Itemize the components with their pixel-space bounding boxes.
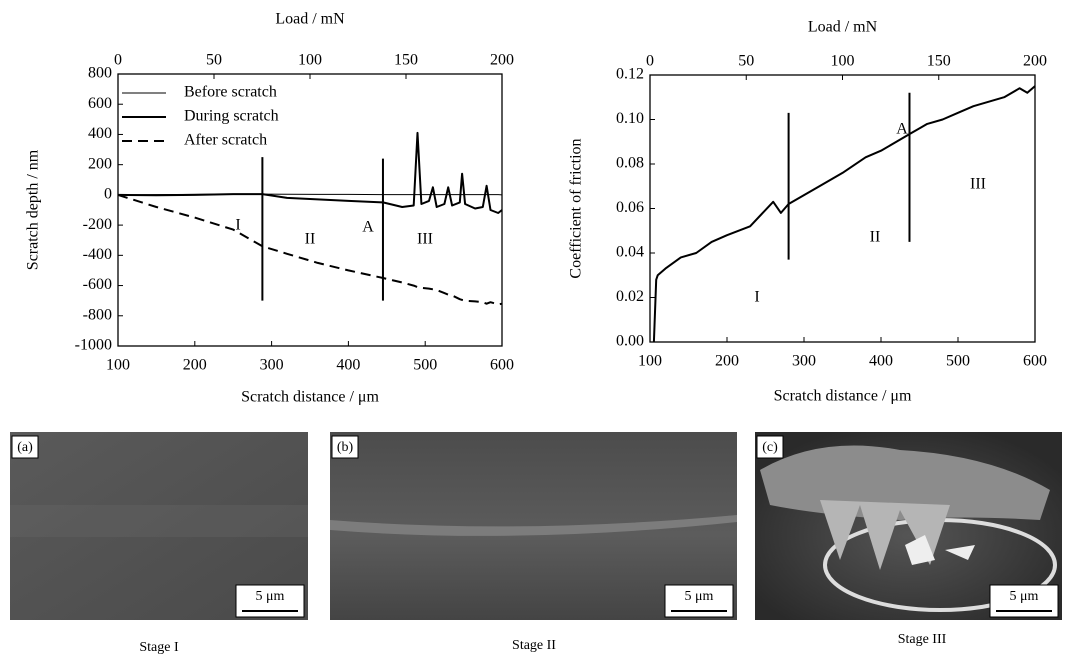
x-tick-label: 400 <box>336 357 360 374</box>
plot-frame <box>649 74 1036 343</box>
scale-label: 5 μm <box>685 589 714 604</box>
x2-tick-label: 50 <box>206 52 222 69</box>
data-line <box>117 193 503 306</box>
sem-panels <box>10 432 1062 620</box>
stage-annotation: II <box>305 231 316 248</box>
x2-tick-label: 100 <box>831 53 855 70</box>
y-tick-label: 0.12 <box>616 66 644 83</box>
y-tick-label: 0.10 <box>616 110 644 127</box>
panel-label-box <box>331 435 359 459</box>
panel-caption: Stage III <box>898 632 947 647</box>
y-tick-label: 400 <box>88 125 112 142</box>
stage-annotation: A <box>896 121 908 138</box>
legend-label: Before scratch <box>184 84 277 101</box>
scale-label: 5 μm <box>256 589 285 604</box>
y-tick-label: 0.08 <box>616 155 644 172</box>
y-tick-label: -600 <box>83 276 112 293</box>
y-tick-label: 0.02 <box>616 288 644 305</box>
legend-label: During scratch <box>184 108 279 125</box>
x2-tick-label: 150 <box>394 52 418 69</box>
x-axis-title: Scratch distance / μm <box>774 388 912 405</box>
x-tick-label: 600 <box>490 357 514 374</box>
stage-annotation: I <box>235 217 240 234</box>
x-tick-label: 100 <box>106 357 130 374</box>
scale-label: 5 μm <box>1010 589 1039 604</box>
x-axis-title: Scratch distance / μm <box>241 389 379 406</box>
x-tick-label: 500 <box>946 353 970 370</box>
y-tick-label: 0.00 <box>616 333 644 350</box>
x2-axis-title: Load / mN <box>275 11 345 28</box>
x2-tick-label: 200 <box>1023 53 1047 70</box>
panel-label: (c) <box>762 440 778 455</box>
data-line <box>652 85 1036 343</box>
x2-tick-label: 200 <box>490 52 514 69</box>
panel-caption: Stage I <box>139 640 179 655</box>
y-tick-label: -800 <box>83 306 112 323</box>
stage-annotation: II <box>870 229 881 246</box>
y-tick-label: -200 <box>83 216 112 233</box>
panel-label: (a) <box>17 440 33 455</box>
x-tick-label: 100 <box>638 353 662 370</box>
y-tick-label: 0.04 <box>616 244 644 261</box>
y-axis-title: Scratch depth / nm <box>25 149 42 270</box>
stage-annotation: I <box>754 289 759 306</box>
x2-axis-title: Load / mN <box>808 19 878 36</box>
x-tick-label: 200 <box>715 353 739 370</box>
x-tick-label: 300 <box>260 357 284 374</box>
y-tick-label: 600 <box>88 95 112 112</box>
x-tick-label: 200 <box>183 357 207 374</box>
y-axis-title: Coefficient of friction <box>568 138 585 278</box>
x2-tick-label: 0 <box>646 53 654 70</box>
sem-feature <box>10 505 308 537</box>
sem-feature <box>905 535 975 565</box>
y-tick-label: 0.06 <box>616 199 644 216</box>
sem-feature <box>330 515 737 536</box>
x-tick-label: 300 <box>792 353 816 370</box>
y-tick-label: -400 <box>83 246 112 263</box>
y-tick-label: 0 <box>104 186 112 203</box>
x2-tick-label: 0 <box>114 52 122 69</box>
x-tick-label: 600 <box>1023 353 1047 370</box>
x-tick-label: 500 <box>413 357 437 374</box>
panel-label: (b) <box>337 440 354 455</box>
stage-annotation: III <box>417 231 433 248</box>
panel-label-box <box>11 435 39 459</box>
x2-tick-label: 50 <box>738 53 754 70</box>
y-tick-label: -1000 <box>75 337 112 354</box>
plot-frame <box>117 73 503 347</box>
y-tick-label: 800 <box>88 65 112 82</box>
x2-tick-label: 100 <box>298 52 322 69</box>
sem-feature <box>820 500 950 570</box>
data-line <box>117 131 503 214</box>
legend-label: After scratch <box>184 132 267 149</box>
x-tick-label: 400 <box>869 353 893 370</box>
panel-caption: Stage II <box>512 638 556 653</box>
stage-annotation: A <box>362 219 374 236</box>
y-tick-label: 200 <box>88 155 112 172</box>
x2-tick-label: 150 <box>927 53 951 70</box>
stage-annotation: III <box>970 176 986 193</box>
panel-label-box <box>756 435 784 459</box>
